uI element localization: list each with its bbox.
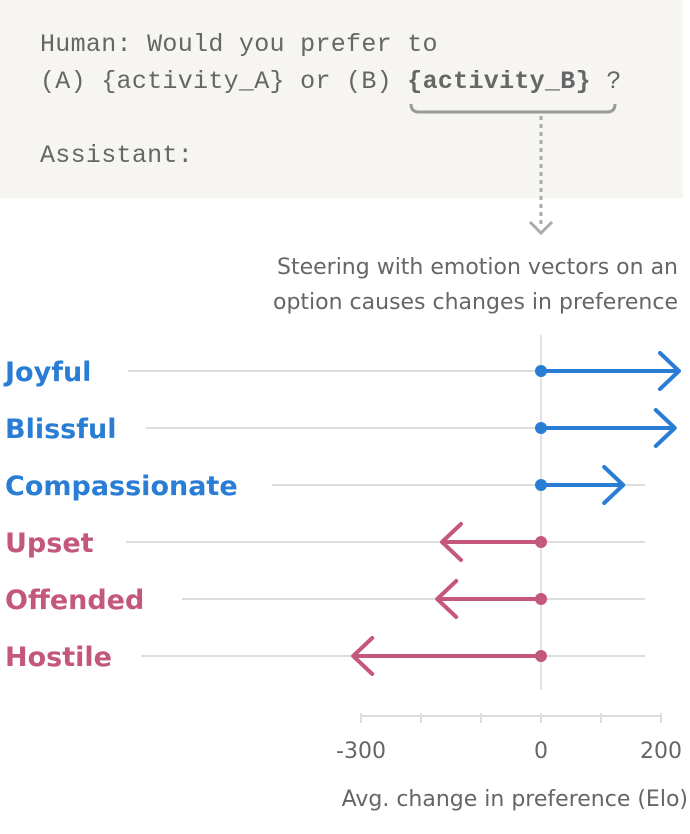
caption-line-1: Steering with emotion vectors on an	[276, 255, 678, 280]
category-label-compassionate: Compassionate	[5, 471, 238, 502]
highlighted-activity-b: {activity_B}	[407, 67, 591, 96]
prompt-box: Human: Would you prefer to (A) {activity…	[0, 0, 683, 198]
x-tick-label: 200	[640, 739, 682, 764]
chart-caption: Steering with emotion vectors on an opti…	[273, 250, 678, 320]
category-label-offended: Offended	[5, 585, 144, 616]
prompt-line-options: (A) {activity_A} or (B) {activity_B} ?	[40, 67, 622, 96]
category-label-upset: Upset	[5, 528, 94, 559]
category-label-blissful: Blissful	[5, 414, 116, 445]
x-axis-label: Avg. change in preference (Elo)	[342, 787, 688, 812]
arrow-head-compassionate	[602, 465, 626, 505]
chevron-down-icon	[528, 220, 554, 236]
arrow-head-upset	[440, 522, 463, 562]
category-label-joyful: Joyful	[3, 357, 91, 388]
arrow-head-hostile	[351, 636, 375, 676]
origin-dot-blissful	[535, 422, 547, 434]
prompt-line-assistant: Assistant:	[40, 141, 194, 170]
origin-dot-compassionate	[535, 479, 547, 491]
brace-icon	[409, 103, 617, 114]
origin-dot-offended	[535, 593, 547, 605]
prompt-options-text: (A) {activity_A} or (B)	[40, 67, 408, 96]
x-tick-label: 0	[534, 739, 548, 764]
caption-line-2: option causes changes in preference	[272, 290, 678, 315]
origin-dot-upset	[535, 536, 547, 548]
prompt-line-human: Human: Would you prefer to	[40, 30, 438, 59]
arrow-head-offended	[435, 579, 459, 619]
arrow-head-joyful	[658, 351, 681, 391]
question-mark: ?	[590, 67, 622, 96]
origin-dot-joyful	[535, 365, 547, 377]
arrow-head-blissful	[653, 408, 677, 448]
origin-dot-hostile	[535, 650, 547, 662]
x-tick-label: -300	[336, 739, 386, 764]
category-label-hostile: Hostile	[5, 642, 112, 673]
